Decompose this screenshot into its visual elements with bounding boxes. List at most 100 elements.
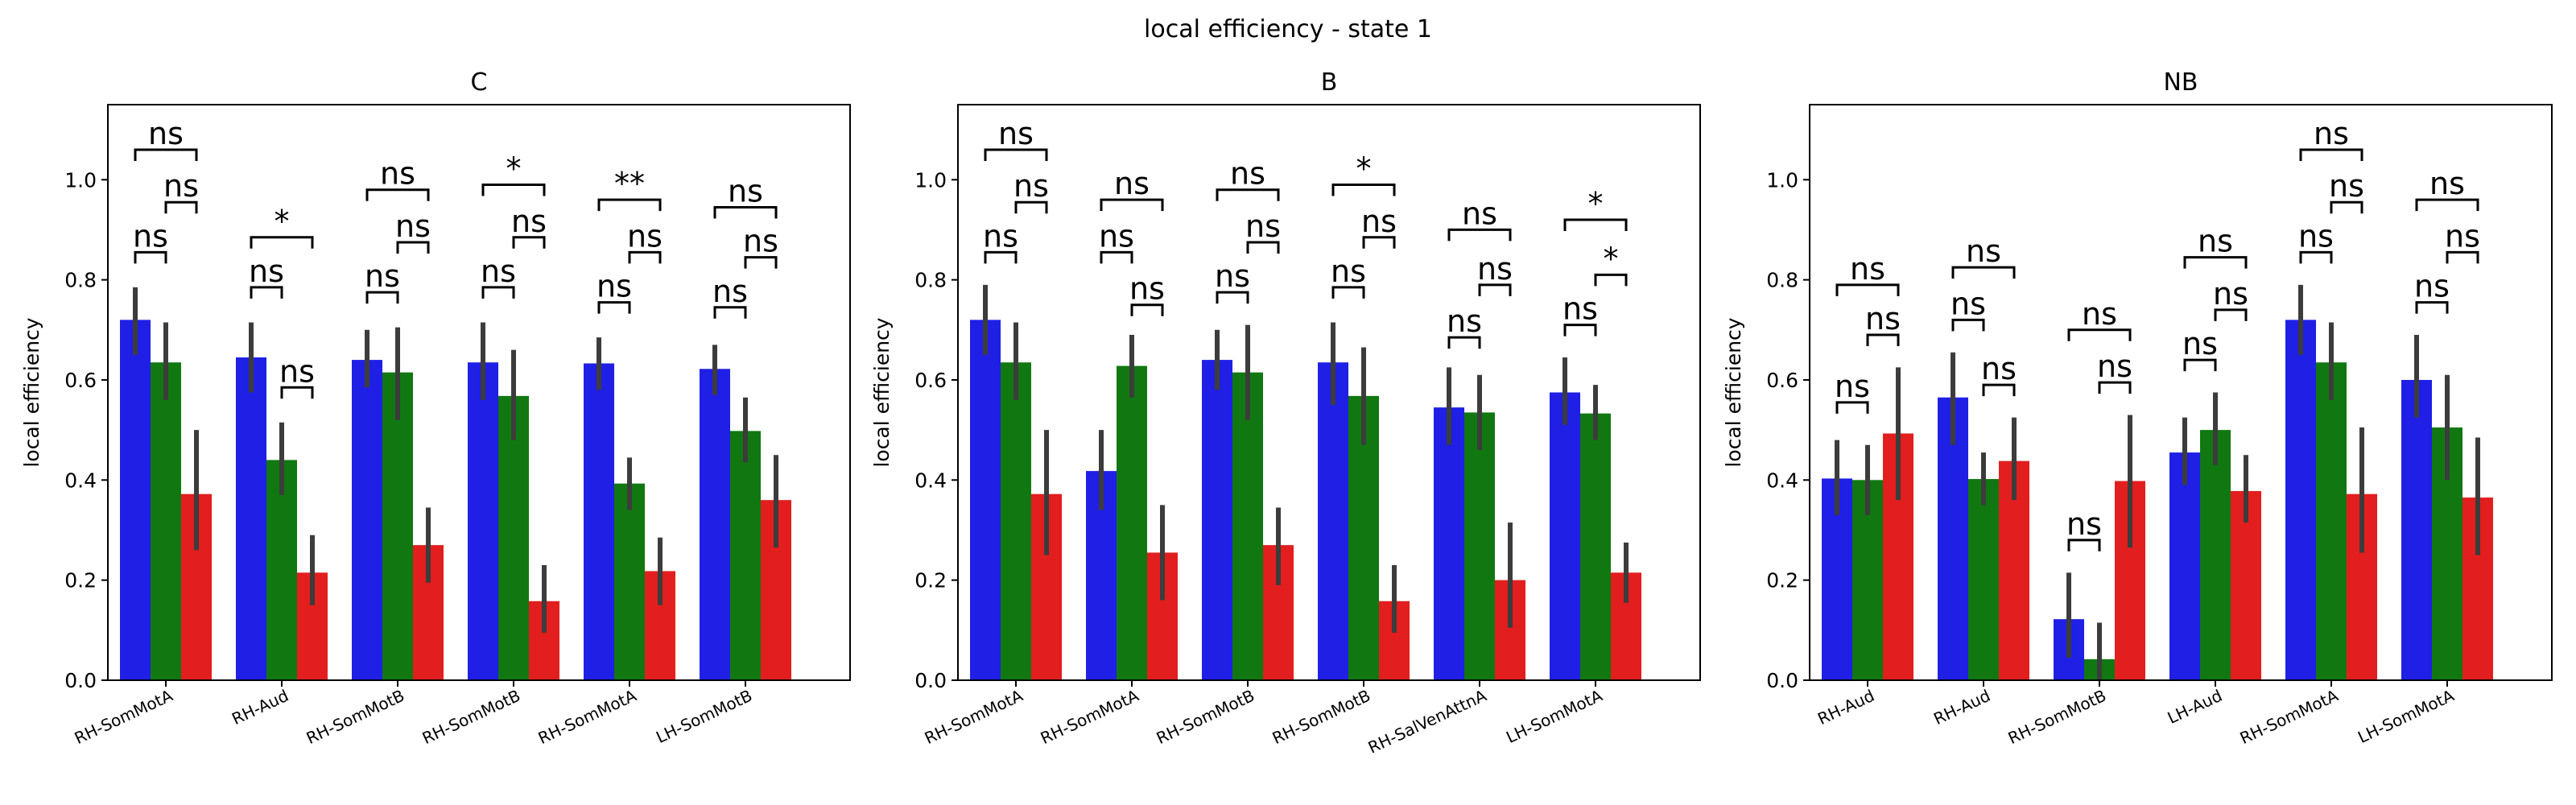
x-tick-label: RH-SomMotA: [922, 686, 1026, 748]
bar-green: [1117, 365, 1147, 680]
significance-bracket: [1014, 200, 1048, 214]
bar-blue: [584, 363, 614, 680]
x-tick-label: RH-SomMotB: [1269, 686, 1373, 748]
significance-bracket: [250, 236, 314, 249]
significance-label: ns: [1835, 369, 1870, 404]
significance-bracket: [2183, 256, 2248, 269]
bar-blue: [2285, 320, 2316, 680]
bar-green: [614, 483, 645, 680]
significance-label: ns: [2198, 224, 2233, 259]
bar-blue: [1550, 392, 1580, 680]
significance-label: *: [275, 204, 290, 239]
significance-label: ns: [365, 258, 400, 294]
significance-bracket: [984, 250, 1018, 264]
significance-label: ns: [395, 208, 431, 244]
x-tick-label: LH-Aud: [2165, 686, 2225, 728]
significance-label: ns: [1215, 258, 1250, 294]
bar-green: [266, 460, 297, 680]
significance-bracket: [1216, 188, 1280, 201]
y-tick-label: 0.2: [1766, 569, 1798, 592]
significance-bracket: [512, 236, 546, 249]
significance-label: ns: [2182, 326, 2218, 361]
significance-label: ns: [597, 269, 632, 304]
significance-label: **: [614, 166, 645, 201]
bar-green: [730, 431, 761, 680]
significance-bracket: [134, 148, 198, 161]
significance-bracket: [2098, 381, 2132, 394]
significance-label: ns: [1331, 254, 1366, 289]
significance-bracket: [164, 200, 198, 214]
bar-green: [2200, 430, 2231, 680]
significance-bracket: [1130, 303, 1164, 316]
y-tick-label: 0.6: [1766, 369, 1798, 392]
significance-label: *: [1604, 241, 1619, 276]
significance-label: ns: [2314, 116, 2349, 151]
y-tick-label: 0.6: [914, 369, 947, 392]
significance-bracket: [1100, 198, 1164, 212]
bar-blue: [236, 357, 266, 680]
y-axis-label: local efficiency: [1722, 317, 1745, 467]
x-tick-label: RH-Aud: [1814, 686, 1877, 729]
panel-title: C: [471, 68, 488, 97]
bar-green: [1464, 412, 1495, 680]
significance-bracket: [2299, 250, 2333, 264]
significance-label: ns: [1850, 251, 1885, 287]
x-tick-label: LH-SomMotB: [653, 686, 755, 747]
significance-bracket: [1246, 241, 1280, 254]
significance-label: ns: [380, 156, 415, 192]
significance-bracket: [396, 241, 430, 254]
significance-bracket: [1563, 324, 1597, 336]
bar-green: [1232, 372, 1263, 680]
significance-label: *: [1356, 151, 1372, 186]
significance-label: ns: [133, 218, 168, 254]
bar-green: [151, 362, 181, 680]
significance-bracket: [481, 183, 546, 196]
significance-label: ns: [1477, 251, 1513, 287]
significance-bracket: [597, 301, 631, 314]
significance-label: ns: [712, 274, 748, 309]
significance-bracket: [1951, 266, 2016, 279]
x-tick-label: RH-SomMotB: [303, 686, 407, 748]
significance-bracket: [365, 188, 430, 201]
significance-label: ns: [1563, 291, 1598, 327]
significance-bracket: [134, 250, 167, 264]
x-tick-label: LH-SomMotA: [1503, 686, 1605, 747]
significance-bracket: [984, 148, 1048, 161]
significance-label: ns: [249, 254, 284, 289]
plot-frame: [107, 104, 851, 681]
y-tick-label: 0.6: [64, 369, 97, 392]
significance-label: ns: [1230, 156, 1265, 192]
significance-label: ns: [2298, 218, 2334, 254]
x-tick-label: RH-SomMotB: [419, 686, 523, 748]
significance-label: ns: [511, 204, 547, 239]
significance-label: ns: [1865, 301, 1901, 336]
significance-bracket: [1478, 283, 1512, 296]
panel-NB: NB local efficiency 0.0 0.2 0.4 0.6 0.8 1.0 RH-A…: [1722, 68, 2553, 748]
significance-bracket: [713, 306, 747, 319]
x-tick-label: LH-SomMotA: [2355, 686, 2457, 747]
x-tick-label: RH-SomMotA: [1038, 686, 1142, 748]
x-tick-label: RH-SomMotB: [1154, 686, 1257, 748]
bar-green: [1001, 362, 1031, 680]
plot-frame: [1809, 104, 2553, 681]
bar-blue: [2401, 379, 2432, 680]
bar-blue: [352, 360, 382, 680]
bar-blue: [1434, 407, 1464, 680]
panel-title: NB: [2163, 68, 2198, 97]
significance-label: ns: [2445, 218, 2480, 254]
significance-label: ns: [983, 218, 1018, 254]
y-axis-label: local efficiency: [870, 317, 894, 467]
y-tick-label: 0.0: [1766, 669, 1798, 692]
bar-green: [1968, 479, 1999, 680]
significance-label: ns: [2066, 506, 2102, 542]
significance-bracket: [1331, 183, 1396, 196]
significance-bracket: [2067, 328, 2132, 341]
significance-bracket: [1331, 286, 1365, 299]
significance-bracket: [2415, 198, 2479, 212]
significance-bracket: [628, 250, 662, 264]
x-tick-label: RH-SomMotB: [2005, 686, 2109, 748]
significance-label: ns: [2329, 168, 2364, 204]
significance-bracket: [1835, 283, 1900, 296]
y-tick-label: 0.4: [1766, 469, 1798, 492]
